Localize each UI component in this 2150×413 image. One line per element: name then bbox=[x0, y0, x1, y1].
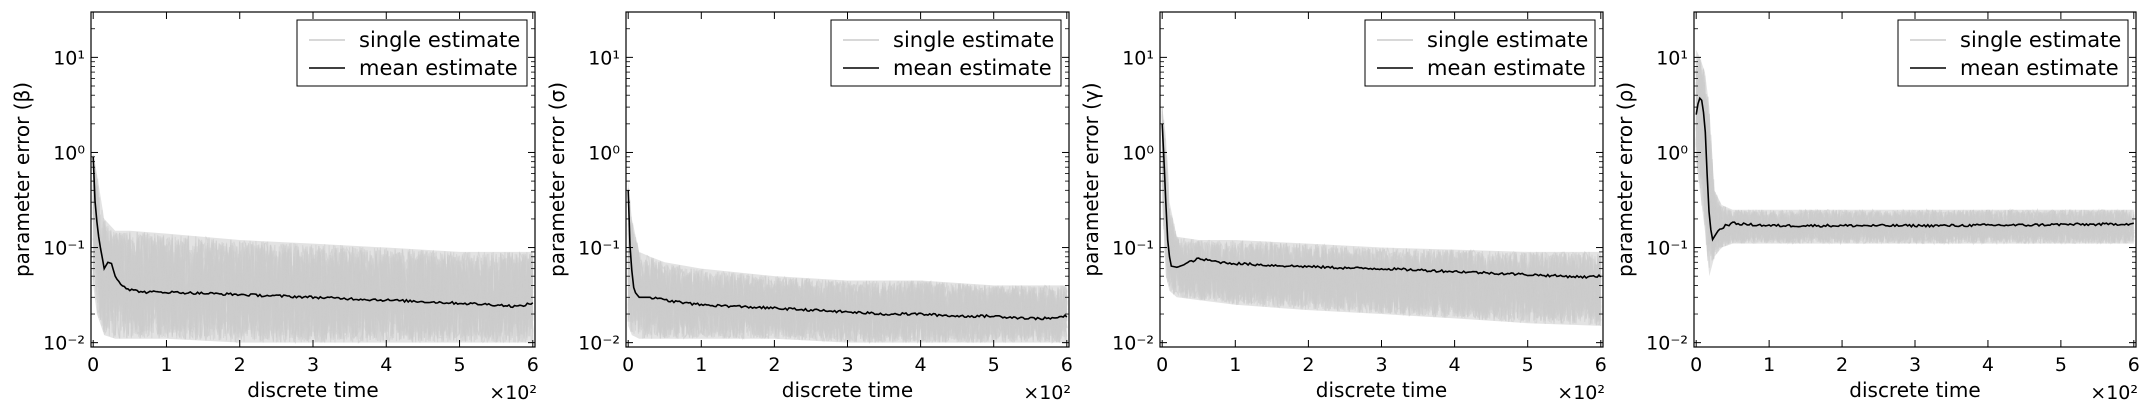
y-tick-label: 10⁻¹ bbox=[1112, 238, 1154, 260]
x-tick-label: 4 bbox=[380, 354, 392, 376]
legend-label-single: single estimate bbox=[359, 28, 520, 52]
y-tick-label: 10⁻¹ bbox=[1646, 238, 1688, 260]
x-tick-label: 5 bbox=[1522, 354, 1534, 376]
x-tick-label: 5 bbox=[988, 354, 1000, 376]
y-axis-label: parameter error (ρ) bbox=[1613, 82, 1637, 277]
y-tick-label: 10⁻¹ bbox=[578, 238, 620, 260]
single-estimate-line bbox=[1161, 165, 1602, 322]
plot-area bbox=[1695, 49, 2135, 277]
single-estimate-line bbox=[1695, 69, 2135, 245]
y-tick-label: 10¹ bbox=[1656, 47, 1688, 69]
legend-label-single: single estimate bbox=[1960, 28, 2121, 52]
y-tick-label: 10¹ bbox=[1122, 47, 1154, 69]
x-tick-label: 1 bbox=[695, 354, 707, 376]
legend: single estimate mean estimate bbox=[830, 19, 1062, 87]
single-estimate-line bbox=[627, 199, 1068, 344]
single-estimate-line bbox=[1695, 69, 2135, 259]
chart-panel-2: 0 1 2 3 4 5 6 10⁻² 10⁻¹ 10⁰ 10¹ discrete time parame… bbox=[545, 11, 1073, 404]
legend: single estimate mean estimate bbox=[296, 19, 528, 87]
legend-label-mean: mean estimate bbox=[893, 56, 1052, 80]
legend-box bbox=[1897, 19, 2129, 87]
single-estimate-line bbox=[92, 176, 534, 344]
mean-estimate-line bbox=[627, 190, 1068, 321]
x-tick-label: 4 bbox=[1449, 354, 1461, 376]
single-estimate-line bbox=[1695, 71, 2135, 257]
x-tick-label: 0 bbox=[1690, 354, 1702, 376]
x-tick-label: 3 bbox=[1375, 354, 1387, 376]
y-tick-label: 10⁻² bbox=[1112, 333, 1154, 355]
chart-panel-4: 0 1 2 3 4 5 6 10⁻² 10⁻¹ 10⁰ 10¹ discrete time parame… bbox=[1613, 11, 2140, 404]
x-tick-label: 1 bbox=[160, 354, 172, 376]
y-tick-label: 10⁰ bbox=[1656, 142, 1688, 164]
x-tick-label: 2 bbox=[1836, 354, 1848, 376]
x-tick-label: 4 bbox=[915, 354, 927, 376]
x-tick-label: 3 bbox=[307, 354, 319, 376]
legend-label-single: single estimate bbox=[1427, 28, 1588, 52]
x-axis-label: discrete time bbox=[782, 378, 913, 402]
x-tick-label: 2 bbox=[234, 354, 246, 376]
legend-box bbox=[830, 19, 1062, 87]
x-axis-label: discrete time bbox=[1316, 378, 1447, 402]
x-tick-label: 2 bbox=[768, 354, 780, 376]
single-estimate-line bbox=[1695, 68, 2135, 256]
x-tick-label: 5 bbox=[453, 354, 465, 376]
y-tick-label: 10⁰ bbox=[53, 142, 85, 164]
y-axis-label: parameter error (σ) bbox=[545, 82, 569, 277]
x-scale-label: ×10² bbox=[1557, 382, 1605, 404]
x-tick-label: 0 bbox=[87, 354, 99, 376]
x-tick-label: 0 bbox=[622, 354, 634, 376]
x-tick-label: 6 bbox=[527, 354, 539, 376]
x-tick-label: 1 bbox=[1229, 354, 1241, 376]
y-tick-label: 10⁰ bbox=[588, 142, 620, 164]
legend-box bbox=[1364, 19, 1596, 87]
x-tick-label: 6 bbox=[2128, 354, 2140, 376]
mean-estimate-line bbox=[1161, 123, 1602, 280]
x-tick-label: 4 bbox=[1982, 354, 1994, 376]
x-axis-label: discrete time bbox=[247, 378, 378, 402]
y-axis-label: parameter error (β) bbox=[10, 82, 34, 277]
x-tick-label: 5 bbox=[2055, 354, 2067, 376]
chart-panel-3: 0 1 2 3 4 5 6 10⁻² 10⁻¹ 10⁰ 10¹ discrete time parame… bbox=[1079, 11, 1607, 404]
x-scale-label: ×10² bbox=[1023, 382, 1071, 404]
y-tick-label: 10⁻² bbox=[1646, 333, 1688, 355]
legend: single estimate mean estimate bbox=[1364, 19, 1596, 87]
x-tick-label: 0 bbox=[1156, 354, 1168, 376]
mean-estimate-line bbox=[92, 156, 534, 309]
legend-label-mean: mean estimate bbox=[359, 56, 518, 80]
y-tick-label: 10⁻¹ bbox=[43, 238, 85, 260]
x-tick-label: 1 bbox=[1763, 354, 1775, 376]
legend-label-single: single estimate bbox=[893, 28, 1054, 52]
mean-estimate-line bbox=[1695, 96, 2134, 242]
single-estimate-line bbox=[92, 193, 534, 343]
single-estimate-line bbox=[627, 204, 1068, 344]
x-scale-label: ×10² bbox=[2090, 382, 2138, 404]
x-tick-label: 3 bbox=[841, 354, 853, 376]
x-scale-label: ×10² bbox=[489, 382, 537, 404]
x-tick-label: 2 bbox=[1302, 354, 1314, 376]
plot-area bbox=[92, 152, 534, 344]
y-tick-label: 10¹ bbox=[53, 47, 85, 69]
y-tick-label: 10⁻² bbox=[578, 333, 620, 355]
x-tick-label: 3 bbox=[1909, 354, 1921, 376]
plot-area bbox=[627, 181, 1068, 344]
single-estimate-line bbox=[1161, 140, 1602, 326]
legend-box bbox=[296, 19, 528, 87]
y-tick-label: 10⁻² bbox=[43, 333, 85, 355]
plot-area bbox=[1161, 107, 1602, 326]
y-tick-label: 10¹ bbox=[588, 47, 620, 69]
x-tick-label: 6 bbox=[1595, 354, 1607, 376]
x-axis-label: discrete time bbox=[1849, 378, 1980, 402]
legend-label-mean: mean estimate bbox=[1427, 56, 1586, 80]
y-axis-label: parameter error (γ) bbox=[1079, 82, 1103, 276]
chart-panel-1: 0 1 2 3 4 5 6 10⁻² 10⁻¹ 10⁰ 10¹ discrete time parame… bbox=[10, 11, 539, 404]
legend: single estimate mean estimate bbox=[1897, 19, 2129, 87]
legend-label-mean: mean estimate bbox=[1960, 56, 2119, 80]
y-tick-label: 10⁰ bbox=[1122, 142, 1154, 164]
x-tick-label: 6 bbox=[1061, 354, 1073, 376]
